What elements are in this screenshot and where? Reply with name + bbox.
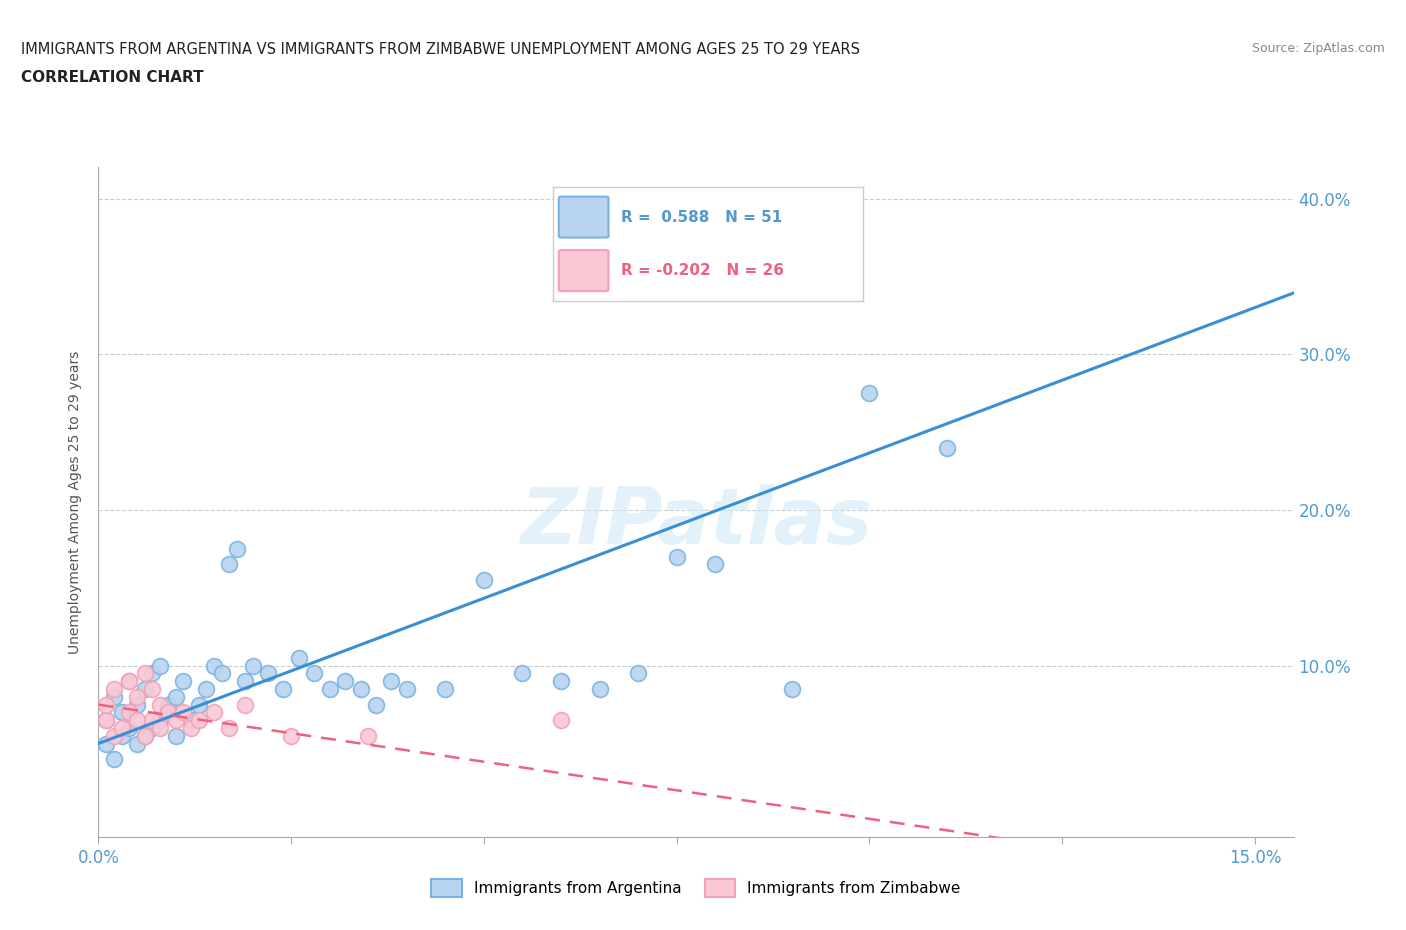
Point [550,674,572,689]
Point [380,674,402,689]
Point [103,689,125,704]
Point [94,698,117,712]
Point [125,698,148,712]
Point [110,728,132,743]
Point [195,682,218,697]
Point [156,705,179,720]
Point [141,682,163,697]
Point [149,698,172,712]
Point [134,666,156,681]
Point [125,689,148,704]
Y-axis label: Unemployment Among Ages 25 to 29 years: Unemployment Among Ages 25 to 29 years [69,351,83,654]
Point [242,658,264,673]
Point [395,682,418,697]
Point [349,682,371,697]
Point [156,705,179,720]
Point [588,682,610,697]
Point [665,550,688,565]
Point [103,751,125,766]
Point [118,674,141,689]
Point [149,658,172,673]
Point [280,728,302,743]
Point [156,698,179,712]
Point [187,712,209,727]
Point [226,541,249,556]
Point [211,666,233,681]
Point [304,666,326,681]
Point [134,728,156,743]
Point [94,737,117,751]
Point [180,721,202,736]
Point [149,721,172,736]
Point [627,666,650,681]
Point [472,573,495,588]
Point [103,682,125,697]
Point [118,721,141,736]
Point [187,698,209,712]
Point [110,705,132,720]
Point [165,689,187,704]
Point [110,721,132,736]
Point [172,705,194,720]
Point [94,712,117,727]
Point [94,712,117,727]
Point [434,682,457,697]
Point [273,682,295,697]
Point [218,557,240,572]
Text: Source: ZipAtlas.com: Source: ZipAtlas.com [1251,42,1385,55]
Point [202,705,225,720]
Point [233,674,256,689]
Point [141,721,163,736]
Point [357,728,380,743]
Point [333,674,356,689]
Point [782,682,804,697]
Point [141,666,163,681]
Text: IMMIGRANTS FROM ARGENTINA VS IMMIGRANTS FROM ZIMBABWE UNEMPLOYMENT AMONG AGES 25: IMMIGRANTS FROM ARGENTINA VS IMMIGRANTS … [21,42,860,57]
Point [134,682,156,697]
Point [202,658,225,673]
Point [118,705,141,720]
Point [125,737,148,751]
Point [288,650,311,665]
Point [134,728,156,743]
Point [180,712,202,727]
Text: CORRELATION CHART: CORRELATION CHART [21,70,204,85]
Point [165,728,187,743]
Point [218,721,240,736]
Point [118,674,141,689]
Point [233,698,256,712]
Point [165,712,187,727]
Point [704,557,727,572]
Point [550,712,572,727]
Point [364,698,387,712]
Point [512,666,534,681]
Point [257,666,280,681]
Point [172,674,194,689]
Text: ZIPatlas: ZIPatlas [520,485,872,560]
Point [319,682,342,697]
Legend: Immigrants from Argentina, Immigrants from Zimbabwe: Immigrants from Argentina, Immigrants fr… [425,873,967,903]
Point [935,440,957,455]
Point [858,386,880,401]
Point [103,728,125,743]
Point [125,712,148,727]
Point [149,712,172,727]
Point [141,712,163,727]
